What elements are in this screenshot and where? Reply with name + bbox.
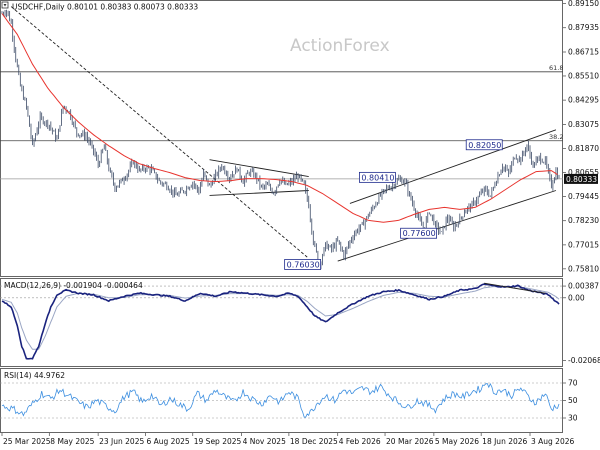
symbol-header: USDCHF,Daily 0.80101 0.80383 0.80073 0.8… [12, 3, 198, 12]
macd-label: MACD(12,26,9) -0.001904 -0.000464 [4, 281, 143, 290]
trendline [349, 129, 557, 204]
trendline [337, 190, 557, 262]
price-tick-label: 0.81870 [568, 144, 599, 153]
price-tick-label: 0.84295 [568, 96, 599, 105]
collapse-icon[interactable] [1, 1, 9, 9]
price-label-text: 0.82050 [468, 141, 501, 150]
trendline [209, 159, 309, 178]
price-tick-label: 0.89150 [568, 0, 599, 8]
price-bars [1, 9, 560, 270]
macd-tick-label: 0.00 [568, 293, 585, 302]
time-tick-label: 18 Dec 2025 [290, 437, 338, 446]
macd-zero-line [0, 285, 563, 299]
time-tick-label: 3 Aug 2026 [531, 437, 574, 446]
rsi-tick-label: 70 [568, 379, 578, 388]
trendlines [10, 6, 557, 262]
price-tick-label: 0.77015 [568, 240, 599, 249]
price-label-box [465, 139, 503, 151]
macd-tick-label: 0.00387 [568, 282, 599, 291]
ohlc-values: 0.80101 0.80383 0.80073 0.80333 [67, 3, 198, 12]
rsi-tick-label: 30 [568, 414, 578, 423]
rsi-axis: 70 50 30 [563, 379, 578, 423]
time-tick-label: 4 Feb 2026 [339, 437, 381, 446]
chart-header: USDCHF,Daily 0.80101 0.80383 0.80073 0.8… [1, 1, 198, 12]
rsi-line [1, 382, 560, 418]
price-tick-label: 0.85510 [568, 71, 599, 80]
price-label-text: 0.76030 [287, 260, 320, 269]
trendline [209, 190, 309, 196]
price-tick-label: 0.79445 [568, 192, 599, 201]
price-tick-label: 0.86715 [568, 48, 599, 57]
time-tick-label: 25 Mar 2025 [3, 437, 51, 446]
last-price-marker [564, 173, 598, 184]
price-label-text: 0.77600 [403, 229, 436, 238]
level-label: 38.2 [549, 133, 563, 141]
price-label-box [359, 171, 396, 183]
time-tick-label: 8 May 2025 [50, 437, 94, 446]
macd-pane-frame [0, 278, 563, 367]
moving-average-line [1, 13, 558, 223]
rsi-line [1, 382, 560, 418]
time-tick-label: 6 Aug 2025 [146, 437, 189, 446]
price-tick-label: 0.87935 [568, 23, 599, 32]
time-tick-label: 20 Mar 2026 [386, 437, 434, 446]
time-tick-label: 5 May 2026 [435, 437, 479, 446]
price-label-text: 0.80410 [361, 173, 394, 182]
price-label-box [284, 259, 322, 270]
macd-axis: 0.00387 0.00 -0.020686 [563, 282, 600, 365]
rsi-label: RSI(14) 44.9762 [4, 371, 65, 380]
rsi-levels [0, 382, 563, 419]
time-tick-label: 23 Jun 2025 [99, 437, 144, 446]
symbol-name: USDCHF [12, 3, 43, 12]
time-tick-label: 19 Sep 2025 [194, 437, 242, 446]
last-price-label: 0.80333 [566, 175, 597, 184]
level-label: 61.8 [549, 64, 563, 72]
macd-lines [1, 282, 560, 360]
time-tick-label: 4 Nov 2025 [243, 437, 286, 446]
rsi-tick-label: 50 [568, 396, 578, 405]
price-tick-label: 0.78230 [568, 216, 599, 225]
macd-tick-label: -0.020686 [568, 356, 600, 365]
moving-average [1, 13, 558, 223]
macd-line [1, 283, 560, 360]
horizontal-levels: 61.8 38.2 [0, 64, 563, 180]
price-tick-label: 0.80655 [568, 168, 599, 177]
price-labels: 0.76030 0.80410 0.77600 0.82050 [284, 139, 503, 270]
time-axis: 25 Mar 2025 8 May 2025 23 Jun 2025 6 Aug 20… [1, 433, 575, 446]
time-tick-label: 18 Jun 2026 [482, 437, 527, 446]
price-pane-frame [0, 0, 563, 277]
macd-trendline [484, 282, 546, 294]
triangle-icon [3, 4, 7, 7]
price-label-box [400, 227, 438, 239]
watermark-text: ActionForex [290, 36, 390, 56]
price-tick-label: 0.75810 [568, 264, 599, 273]
price-tick-label: 0.83075 [568, 120, 599, 129]
price-axis: 0.89150 0.87935 0.86715 0.85510 0.84295 0.830… [563, 0, 599, 273]
timeframe-name: Daily [46, 3, 66, 12]
